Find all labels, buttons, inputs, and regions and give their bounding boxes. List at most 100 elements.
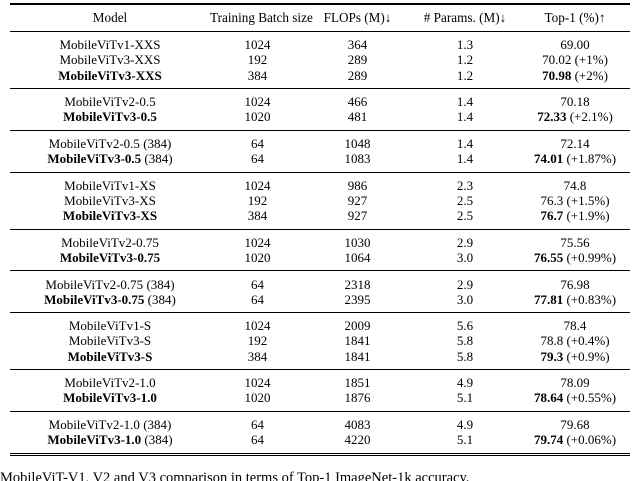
- top1-delta: (+1%): [571, 52, 608, 68]
- top1-cell: 72.14: [520, 136, 630, 151]
- table-row: MobileViTv1-XXS 1024 364 1.3 69.00: [10, 37, 630, 52]
- flops-cell: 4083: [344, 417, 371, 433]
- table-body: MobileViTv1-XXS 1024 364 1.3 69.00 MobileViTv…: [10, 32, 630, 453]
- top1-delta: (+0.9%): [563, 348, 610, 364]
- params-cell: 5.1: [456, 390, 474, 406]
- model-cell: MobileViTv3-XS: [10, 208, 210, 223]
- column-header-flops: FLOPs (M)↓: [323, 10, 392, 25]
- table-row: MobileViTv3-0.75 1020 1064 3.0 76.55 (+0.99%…: [10, 250, 630, 265]
- model-resolution-suffix: (384): [139, 135, 172, 151]
- model-name: MobileViTv2-0.75: [45, 276, 144, 292]
- model-name: MobileViTv3-0.5: [63, 109, 157, 125]
- params-cell: 1.4: [456, 109, 474, 125]
- table-row: MobileViTv2-0.5 (384) 64 1048 1.4 72.14: [10, 136, 630, 151]
- table-caption: MobileViT-V1, V2 and V3 comparison in te…: [0, 470, 470, 481]
- table-row: MobileViTv3-1.0 (384) 64 4220 5.1 79.74 (+0.…: [10, 432, 630, 447]
- model-name: MobileViTv2-0.75: [61, 234, 159, 250]
- table-group: MobileViTv2-0.75 1024 1030 2.9 75.56 MobileVi…: [10, 228, 630, 271]
- top1-cell: 78.09: [520, 375, 630, 390]
- batch-size-cell: 384: [247, 208, 268, 224]
- batch-size-cell: 384: [247, 348, 268, 364]
- table-group: MobileViTv1-XXS 1024 364 1.3 69.00 MobileViTv…: [10, 32, 630, 88]
- top1-cell: 76.98: [520, 277, 630, 292]
- flops-cell: 2395: [344, 291, 371, 307]
- table-group: MobileViTv2-0.5 (384) 64 1048 1.4 72.14 Mobil…: [10, 129, 630, 172]
- params-cell: 4.9: [456, 375, 474, 391]
- table-row: MobileViTv3-0.75 (384) 64 2395 3.0 77.81 (+0…: [10, 292, 630, 307]
- params-cell: 5.1: [456, 432, 474, 448]
- top1-delta: (+0.4%): [563, 333, 610, 349]
- params-cell: 1.2: [456, 67, 474, 83]
- model-name: MobileViTv3-0.75: [44, 291, 145, 307]
- top1-delta: (+2.1%): [566, 109, 613, 125]
- top1-value: 70.02: [542, 52, 572, 68]
- top1-cell: 78.4: [520, 318, 630, 333]
- results-table: Model Training Batch size FLOPs (M)↓ # P…: [10, 3, 630, 456]
- params-cell: 2.9: [456, 276, 474, 292]
- model-name: MobileViTv1-XS: [64, 177, 156, 193]
- model-resolution-suffix: (384): [141, 151, 173, 167]
- top1-delta: (+2%): [571, 67, 608, 83]
- flops-cell: 1064: [344, 249, 371, 265]
- top1-delta: (+0.06%): [563, 432, 617, 448]
- header-separator-rule: [10, 31, 630, 32]
- model-cell: MobileViTv1-XXS: [10, 37, 210, 52]
- table-row: MobileViTv3-XXS 384 289 1.2 70.98 (+2%): [10, 68, 630, 83]
- table-bottom-rule: [10, 452, 630, 456]
- top1-cell: 74.01 (+1.87%): [520, 151, 630, 166]
- top1-delta: (+0.55%): [563, 390, 617, 406]
- model-name: MobileViTv3-S: [67, 348, 153, 364]
- model-cell: MobileViTv2-0.5 (384): [10, 136, 210, 151]
- top1-cell: 69.00: [520, 37, 630, 52]
- table-row: MobileViTv3-XS 384 927 2.5 76.7 (+1.9%): [10, 208, 630, 223]
- model-cell: MobileViTv3-0.75: [10, 250, 210, 265]
- table-row: MobileViTv3-0.5 (384) 64 1083 1.4 74.01 (+1.…: [10, 151, 630, 166]
- params-cell: 2.3: [456, 177, 474, 193]
- params-cell: 3.0: [456, 249, 474, 265]
- params-cell: 1.2: [456, 52, 474, 68]
- batch-size-cell: 192: [247, 52, 268, 68]
- model-name: MobileViTv3-0.5: [47, 151, 142, 167]
- model-name: MobileViTv3-1.0: [47, 432, 142, 448]
- model-cell: MobileViTv2-1.0: [10, 375, 210, 390]
- batch-size-cell: 64: [251, 135, 264, 151]
- model-cell: MobileViTv2-0.75 (384): [10, 277, 210, 292]
- model-cell: MobileViTv3-0.75 (384): [10, 292, 210, 307]
- top1-value: 72.14: [560, 135, 590, 151]
- model-resolution-suffix: (384): [139, 417, 172, 433]
- top1-cell: 76.55 (+0.99%): [520, 250, 630, 265]
- model-resolution-suffix: (384): [143, 276, 175, 292]
- top1-cell: 75.56: [520, 235, 630, 250]
- batch-size-cell: 1024: [244, 37, 271, 53]
- model-cell: MobileViTv1-XS: [10, 178, 210, 193]
- params-cell: 5.8: [456, 333, 474, 349]
- batch-size-cell: 1024: [244, 234, 271, 250]
- model-name: MobileViTv3-0.75: [59, 249, 161, 265]
- top1-value: 74.8: [563, 177, 587, 193]
- model-cell: MobileViTv2-0.5: [10, 94, 210, 109]
- flops-cell: 986: [347, 177, 368, 193]
- flops-cell: 1841: [344, 348, 371, 364]
- model-name: MobileViTv1-S: [68, 318, 152, 334]
- top1-delta: (+0.99%): [563, 249, 617, 265]
- batch-size-cell: 1020: [244, 109, 271, 125]
- batch-size-cell: 64: [251, 276, 264, 292]
- top1-cell: 70.18: [520, 94, 630, 109]
- top1-value: 77.81: [533, 291, 564, 307]
- table-row: MobileViTv3-XS 192 927 2.5 76.3 (+1.5%): [10, 193, 630, 208]
- model-resolution-suffix: (384): [144, 291, 176, 307]
- table-row: MobileViTv2-1.0 1024 1851 4.9 78.09: [10, 375, 630, 390]
- model-cell: MobileViTv3-0.5: [10, 109, 210, 124]
- top1-value: 76.7: [540, 208, 564, 224]
- table-group: MobileViTv2-1.0 1024 1851 4.9 78.09 MobileViT…: [10, 369, 630, 411]
- model-cell: MobileViTv3-1.0: [10, 390, 210, 405]
- batch-size-cell: 64: [251, 291, 264, 307]
- model-name: MobileViTv2-1.0: [64, 375, 156, 391]
- model-cell: MobileViTv3-XXS: [10, 52, 210, 67]
- params-cell: 5.8: [456, 348, 474, 364]
- batch-size-cell: 1024: [244, 318, 271, 334]
- model-name: MobileViTv2-0.5: [64, 94, 156, 110]
- top1-delta: (+1.87%): [563, 151, 617, 167]
- flops-cell: 2009: [344, 318, 371, 334]
- flops-cell: 1048: [344, 135, 371, 151]
